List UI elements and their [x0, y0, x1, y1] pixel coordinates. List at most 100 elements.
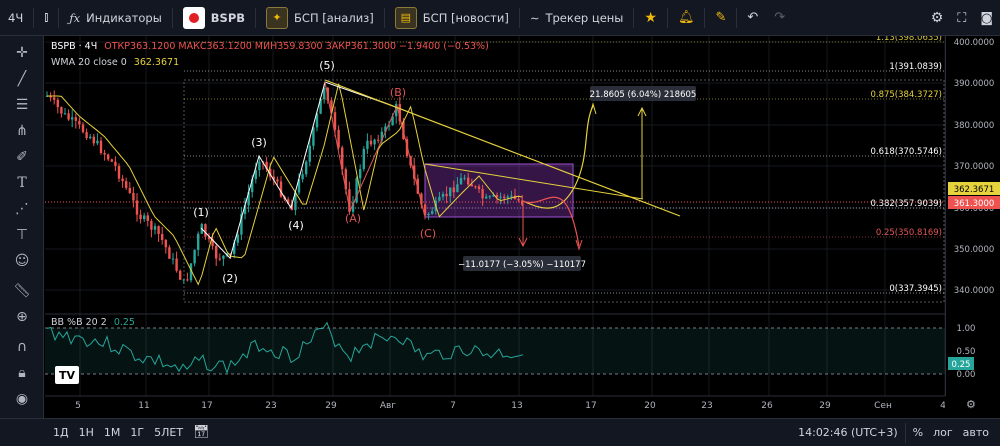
candle-body — [351, 202, 355, 212]
undo-icon: ↶ — [747, 10, 759, 25]
pattern-icon[interactable]: ⋰ — [15, 201, 29, 217]
bb-legend-label: BB %B 20 2 — [51, 317, 107, 328]
range-button-3[interactable]: 1Г — [130, 426, 145, 439]
fib-icon[interactable]: ⊤ — [15, 227, 29, 243]
candle-body — [236, 234, 239, 243]
bull-projection-curve[interactable] — [522, 105, 594, 209]
range-button-0[interactable]: 1Д — [53, 426, 69, 439]
fib-level-label: 0.875(384.3727) — [870, 90, 942, 100]
candle-body — [265, 161, 268, 169]
scale-settings-icon[interactable]: ⚙ — [966, 398, 976, 411]
candle-body — [506, 196, 509, 198]
percent-toggle[interactable]: % — [912, 426, 924, 439]
candle-type-button[interactable]: ⫾ — [36, 0, 56, 36]
brush-icon[interactable]: ✐ — [16, 149, 28, 165]
crosshair-icon[interactable]: ✛ — [16, 45, 28, 61]
fullscreen-button[interactable]: ⛶ — [950, 0, 973, 36]
candle-body — [348, 189, 351, 212]
chart-pane[interactable]: 1.13(398.0635) 1(391.0839) 0.875(384.3727)… — [45, 36, 945, 418]
candle-body — [495, 195, 499, 198]
range-button-4[interactable]: 5ЛЕТ — [154, 426, 184, 439]
trend-line-icon[interactable]: ╱ — [17, 71, 27, 87]
interval-label: 4Ч — [8, 10, 24, 25]
top-toolbar: 4Ч ⫾ ƒx Индикаторы BSPB ✦ БСП [анализ] ▤ БС… — [0, 0, 1000, 36]
time-tick-label: Авг — [380, 401, 396, 411]
wma-legend[interactable]: WMA 20 close 0 362.3671 — [51, 57, 179, 68]
favorite-button[interactable]: ★ — [636, 0, 665, 36]
candle-body — [297, 179, 301, 193]
candle-body — [305, 161, 308, 175]
candle-body — [301, 174, 304, 180]
tab-analysis[interactable]: ✦ БСП [анализ] — [258, 0, 382, 36]
horizontal-lines-icon[interactable]: ☰ — [15, 97, 29, 113]
wave-b-label: (B) — [390, 86, 406, 99]
time-tick-label: 23 — [265, 401, 276, 411]
settings-button[interactable]: ⚙ — [924, 0, 951, 36]
divider — [633, 7, 635, 28]
candle-body — [395, 104, 398, 117]
text-icon[interactable]: T — [17, 175, 27, 191]
symbol-button[interactable]: BSPB — [175, 0, 253, 36]
eye-icon[interactable]: ◉ — [15, 391, 29, 407]
gear-icon: ⚙ — [930, 10, 944, 26]
draw-button[interactable]: ✎ — [707, 0, 734, 36]
candle-body — [438, 196, 441, 201]
lock-icon[interactable]: 🔒︎ — [18, 365, 26, 381]
wave-3-label: (3) — [251, 136, 267, 149]
candle-body — [215, 245, 218, 259]
candle-body — [481, 189, 484, 199]
log-toggle[interactable]: лог — [933, 426, 953, 439]
alert-button[interactable]: 🔔︎ — [670, 0, 703, 36]
screenshot-button[interactable]: ◙ — [973, 0, 1000, 36]
fib-box[interactable] — [183, 79, 945, 303]
redo-button[interactable]: ↷ — [766, 0, 793, 36]
date-range-button[interactable]: 📅︎ — [188, 425, 215, 440]
price-tracker-button[interactable]: ∼ Трекер цены — [522, 0, 632, 36]
bb-tick-label: 0.50 — [957, 347, 976, 357]
candle-body — [168, 247, 171, 259]
wave-5-label: (5) — [319, 59, 335, 72]
candle-body — [315, 113, 319, 128]
candle-body — [114, 161, 117, 166]
candle-body — [143, 215, 146, 220]
candle-body — [207, 236, 211, 240]
candle-body — [449, 187, 452, 197]
indicators-button[interactable]: ƒx Индикаторы — [61, 0, 169, 36]
redo-icon: ↷ — [774, 10, 786, 25]
range-button-1[interactable]: 1Н — [78, 426, 94, 439]
auto-toggle[interactable]: авто — [962, 426, 989, 439]
magnet-icon[interactable]: ∩ — [16, 339, 28, 355]
clock-label[interactable]: 14:02:46 (UTC+3) — [798, 426, 898, 439]
price-chart[interactable]: 1.13(398.0635) 1(391.0839) 0.875(384.3727)… — [45, 36, 945, 418]
candle-body — [492, 195, 495, 197]
candle-body — [161, 234, 164, 240]
candle-body — [485, 196, 488, 199]
candle-body — [323, 87, 326, 100]
zoom-icon[interactable]: ⊕ — [16, 309, 28, 325]
trend-line[interactable] — [324, 79, 681, 217]
range-button-2[interactable]: 1М — [103, 426, 121, 439]
bb-legend[interactable]: BB %B 20 2 0.25 — [51, 317, 135, 328]
divider — [518, 7, 520, 28]
apex-line[interactable] — [424, 163, 644, 200]
bear-projection-curve[interactable] — [522, 196, 580, 247]
candle-body — [71, 117, 74, 120]
candle-body — [355, 178, 358, 203]
impulse-wave-line — [200, 81, 394, 259]
time-tick-label: 13 — [511, 401, 522, 411]
candle-body — [53, 97, 56, 100]
tab-news[interactable]: ▤ БСП [новости] — [387, 0, 517, 36]
ruler-icon[interactable]: 📏︎ — [13, 283, 31, 299]
pitchfork-icon[interactable]: ⋔ — [16, 123, 28, 139]
candle-body — [132, 192, 135, 201]
wave-2-label: (2) — [222, 272, 238, 285]
interval-button[interactable]: 4Ч — [0, 0, 31, 36]
wma-legend-label: WMA 20 close 0 — [51, 57, 127, 68]
price-scale[interactable]: 400.0000390.0000380.0000370.0000360.0000… — [945, 36, 1000, 411]
bear-arrow-head — [575, 239, 583, 251]
undo-button[interactable]: ↶ — [739, 0, 766, 36]
price-tick-label: 340.0000 — [954, 286, 995, 296]
emoji-icon[interactable]: ☺ — [14, 253, 30, 269]
candle-body — [413, 165, 416, 179]
time-tick-label: 23 — [701, 401, 712, 411]
